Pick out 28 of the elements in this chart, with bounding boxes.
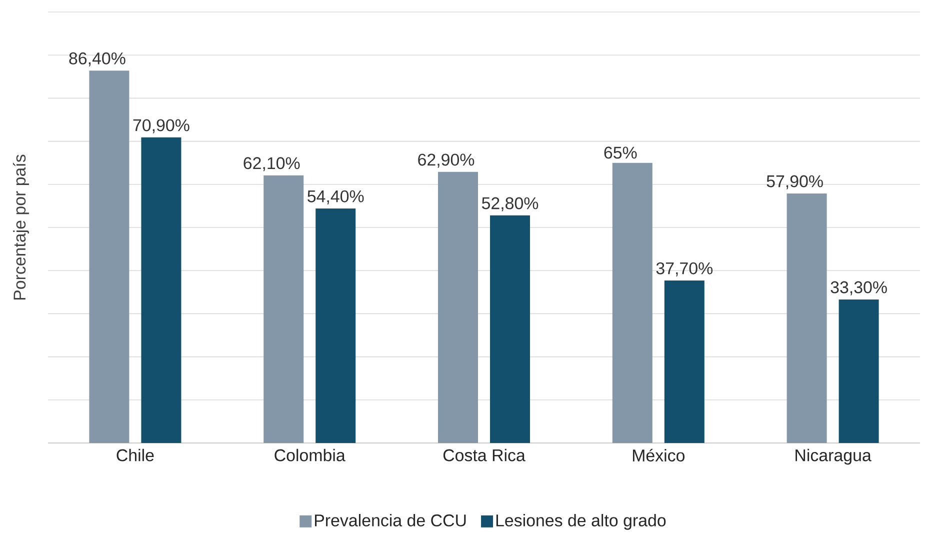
legend-label: Prevalencia de CCU	[314, 514, 466, 526]
y-axis-title: Porcentaje por país	[12, 154, 29, 300]
x-tick-label: Chile	[116, 448, 154, 462]
legend-label: Lesiones de alto grado	[496, 514, 666, 530]
data-label: 86,40%	[69, 52, 126, 66]
bar	[664, 280, 704, 443]
data-label: 33,30%	[830, 281, 887, 296]
data-label: 54,40%	[308, 190, 364, 204]
bar	[490, 215, 530, 443]
data-label: 37,70%	[656, 262, 713, 276]
x-tick-label: Costa Rica	[443, 448, 526, 462]
bar	[838, 299, 879, 443]
data-label: 62,90%	[418, 154, 474, 168]
bar	[612, 162, 652, 443]
data-label: 65%	[604, 146, 637, 159]
x-tick-label: Nicaragua	[796, 448, 872, 465]
bar	[264, 175, 304, 443]
x-tick-label: México	[632, 448, 685, 462]
bar	[438, 172, 478, 443]
bar	[89, 70, 130, 443]
bar	[141, 137, 182, 443]
x-tick-label: Colombia	[274, 448, 346, 462]
data-label: 70,90%	[133, 119, 190, 134]
bar	[316, 208, 356, 443]
data-label: 57,90%	[766, 175, 823, 190]
data-label: 52,80%	[482, 197, 538, 212]
data-label: 62,10%	[244, 157, 300, 172]
bar	[786, 193, 827, 443]
